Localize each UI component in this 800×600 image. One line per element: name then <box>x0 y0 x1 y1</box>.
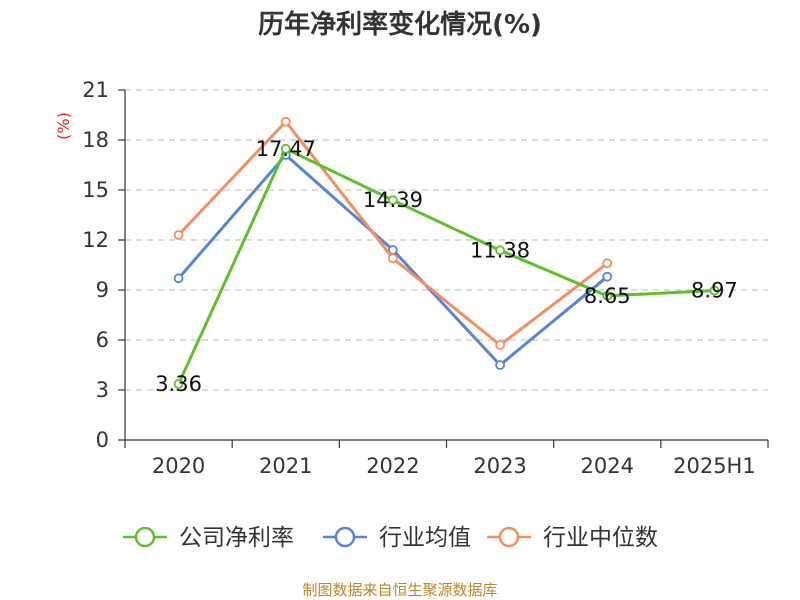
x-tick-label: 2025H1 <box>673 454 756 478</box>
source-note: 制图数据来自恒生聚源数据库 <box>302 581 497 599</box>
x-tick-label: 2023 <box>473 454 526 478</box>
data-label: 11.38 <box>470 238 530 262</box>
y-tick-label: 12 <box>82 228 109 252</box>
axes: 0 3 6 9 12 15 18 21 2020 2021 2022 2023 2024 2025H1 <box>82 78 769 478</box>
series-line-2 <box>177 120 609 347</box>
series-line-0 <box>177 147 715 385</box>
data-point <box>709 285 720 296</box>
data-point <box>602 290 613 301</box>
legend-marker <box>334 526 356 548</box>
legend-item[interactable]: 行业中位数 <box>487 525 658 551</box>
x-tick-label: 2024 <box>581 454 634 478</box>
y-tick-label: 9 <box>96 278 109 302</box>
data-point <box>602 258 613 269</box>
y-tick-label: 3 <box>96 378 109 402</box>
data-label: 8.97 <box>691 279 738 303</box>
data-labels: 3.36 17.47 14.39 11.38 8.65 8.97 <box>155 137 738 396</box>
y-tick-label: 0 <box>96 428 109 452</box>
data-label: 17.47 <box>256 137 316 161</box>
y-axis-unit: (%) <box>54 112 73 140</box>
legend-item[interactable]: 行业均值 <box>323 525 471 551</box>
x-tick-label: 2020 <box>152 454 205 478</box>
grid-lines <box>125 89 768 391</box>
legend: 公司净利率 行业均值 行业中位数 <box>123 525 658 551</box>
legend-marker <box>134 526 156 548</box>
data-point <box>173 379 184 389</box>
chart-title: 历年净利率变化情况(%) <box>258 9 542 40</box>
data-point <box>388 195 398 206</box>
data-point <box>495 245 505 256</box>
legend-label: 行业中位数 <box>543 525 658 551</box>
legend-label: 公司净利率 <box>179 525 294 551</box>
series-layer <box>173 116 720 389</box>
data-point <box>602 271 613 282</box>
data-point <box>495 360 505 370</box>
data-label: 3.36 <box>155 372 202 396</box>
data-point <box>280 116 291 127</box>
legend-marker <box>498 526 520 548</box>
data-point <box>173 273 184 284</box>
y-tick-label: 6 <box>96 328 109 352</box>
x-tick-label: 2021 <box>259 454 312 478</box>
data-point <box>388 253 398 264</box>
y-tick-label: 15 <box>82 178 109 202</box>
data-point <box>495 340 505 350</box>
data-point <box>280 143 291 154</box>
legend-item[interactable]: 公司净利率 <box>123 525 294 551</box>
data-label: 14.39 <box>363 188 423 212</box>
y-tick-label: 18 <box>82 128 109 152</box>
x-tick-label: 2022 <box>366 454 419 478</box>
y-tick-label: 21 <box>82 78 109 102</box>
data-point <box>173 230 184 240</box>
data-label: 8.65 <box>584 284 631 308</box>
legend-label: 行业均值 <box>379 525 471 551</box>
